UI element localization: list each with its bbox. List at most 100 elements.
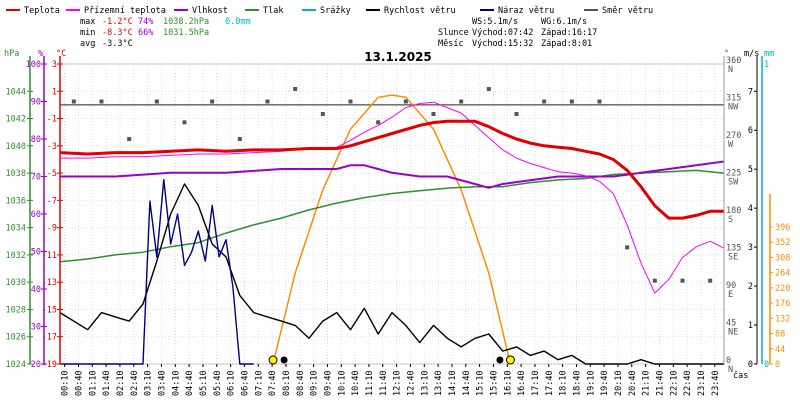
legend-label: Přízemní teplota <box>84 6 166 16</box>
direction-tick-name: NE <box>728 328 738 338</box>
x-tick-label: 21:40 <box>655 370 665 396</box>
direction-tick-label: 135 <box>726 244 741 254</box>
wind-ws: WS:5.1m/s <box>472 17 518 27</box>
direction-tick-label: 90 <box>726 281 736 291</box>
stats-avg-label: avg <box>80 39 95 49</box>
plot-frame <box>59 63 725 365</box>
pressure-tick-label: 1044 <box>6 87 26 97</box>
x-tick-label: 16:40 <box>517 370 527 396</box>
sun-rise: Východ:07:42 <box>472 28 533 38</box>
sun-tick-label: 220 <box>775 284 790 294</box>
direction-tick-name: SW <box>728 178 739 188</box>
rain-tick-label: 1 <box>764 60 769 70</box>
pressure-tick-label: 1036 <box>6 196 26 206</box>
moon-marker <box>280 356 288 364</box>
wind-dir-point <box>652 278 657 283</box>
x-tick-label: 12:40 <box>406 370 416 396</box>
x-tick-label: 13:40 <box>434 370 444 396</box>
x-tick-label: 02:40 <box>130 370 140 396</box>
x-tick-label: 05:10 <box>199 370 209 396</box>
x-tick-label: 11:10 <box>365 370 375 396</box>
series-n-raz-v-tru <box>60 179 254 365</box>
wind-tick-label: 6 <box>748 126 753 136</box>
x-tick-label: 11:40 <box>379 370 389 396</box>
direction-tick-name: E <box>728 290 733 300</box>
stats-max-hum: 74% <box>138 17 153 27</box>
wind-wg: WG:6.1m/s <box>541 17 587 27</box>
x-tick-label: 07:40 <box>268 370 278 396</box>
humidity-tick-label: 100 <box>26 60 41 70</box>
x-tick-label: 17:40 <box>545 370 555 396</box>
x-tick-label: 07:10 <box>254 370 264 396</box>
moon-rise: Východ:15:32 <box>472 39 533 49</box>
direction-tick-label: 180 <box>726 206 741 216</box>
wind-dir-point <box>708 278 713 283</box>
wind-dir-point <box>154 99 159 104</box>
wind-dir-point <box>514 112 519 116</box>
pressure-tick-label: 1038 <box>6 169 26 179</box>
temperature-tick-label: -7 <box>47 196 57 206</box>
x-tick-label: 09:10 <box>310 370 320 396</box>
temperature-tick-label: -15 <box>42 305 57 315</box>
x-tick-label: 14:10 <box>448 370 458 396</box>
x-tick-label: 08:10 <box>282 370 292 396</box>
temperature-tick-label: -17 <box>42 333 57 343</box>
sun-band <box>272 94 512 365</box>
direction-tick-name: N <box>728 365 733 375</box>
series-tlak <box>59 169 725 263</box>
sun-tick-label: 88 <box>775 330 785 340</box>
wind-dir-point <box>376 120 381 125</box>
x-tick-label: 19:40 <box>600 370 610 396</box>
axes-layer: 1024102610281030103210341036103810401042… <box>6 56 790 396</box>
x-tick-label: 06:10 <box>227 370 237 396</box>
x-tick-label: 08:40 <box>296 370 306 396</box>
rain-unit: mm <box>764 49 774 59</box>
moon-label: Měsíc <box>438 39 464 49</box>
stats-rain: 0.0mm <box>225 17 251 27</box>
direction-tick-name: N <box>728 65 733 75</box>
stats-block: max -1.2°C 74% 1038.2hPa 0.0mm min -8.3°… <box>80 17 251 49</box>
direction-unit: ° <box>724 49 729 59</box>
x-tick-label: 06:40 <box>240 370 250 396</box>
x-tick-label: 00:10 <box>61 370 71 396</box>
temperature-tick-label: 3 <box>52 60 57 70</box>
series-teplota <box>59 119 724 220</box>
sun-set: Západ:16:17 <box>541 28 597 38</box>
x-tick-label: 04:40 <box>185 370 195 396</box>
x-tick-label: 18:40 <box>572 370 582 396</box>
series-p-zemn-teplota <box>60 101 725 294</box>
x-tick-label: 13:10 <box>420 370 430 396</box>
sun-curve <box>272 94 512 365</box>
direction-tick-name: NW <box>728 103 739 113</box>
stats-max-label: max <box>80 17 95 27</box>
humidity-tick-label: 90 <box>31 98 41 108</box>
pressure-tick-label: 1026 <box>6 333 26 343</box>
temperature-tick-label: -11 <box>42 251 57 261</box>
x-tick-label: 15:10 <box>476 370 486 396</box>
moon-marker <box>496 356 504 364</box>
wind-tick-label: 5 <box>748 165 753 175</box>
wind-tick-label: 4 <box>748 204 753 214</box>
temperature-tick-label: -9 <box>47 224 57 234</box>
pressure-tick-label: 1032 <box>6 251 26 261</box>
pressure-unit: hPa <box>4 49 19 59</box>
x-tick-label: 10:10 <box>337 370 347 396</box>
x-tick-label: 16:10 <box>503 370 513 396</box>
x-tick-label: 03:10 <box>144 370 154 396</box>
wind-unit: m/s <box>744 49 759 59</box>
sun-tick-label: 308 <box>775 253 790 263</box>
wind-dir-point <box>597 99 602 104</box>
sun-tick-label: 264 <box>775 269 790 279</box>
stats-max-temp: -1.2°C <box>102 17 133 27</box>
humidity-tick-label: 70 <box>31 173 41 183</box>
humidity-tick-label: 60 <box>31 210 41 220</box>
wind-tick-label: 1 <box>748 321 753 331</box>
x-tick-label: 15:40 <box>489 370 499 396</box>
humidity-tick-label: 30 <box>31 323 41 333</box>
wind-dir-point <box>569 99 574 104</box>
temperature-tick-label: -13 <box>42 278 57 288</box>
wind-dir-point <box>237 137 242 141</box>
wind-dir-point <box>127 137 132 141</box>
x-tick-label: 01:40 <box>102 370 112 396</box>
legend-label: Směr větru <box>602 6 653 16</box>
